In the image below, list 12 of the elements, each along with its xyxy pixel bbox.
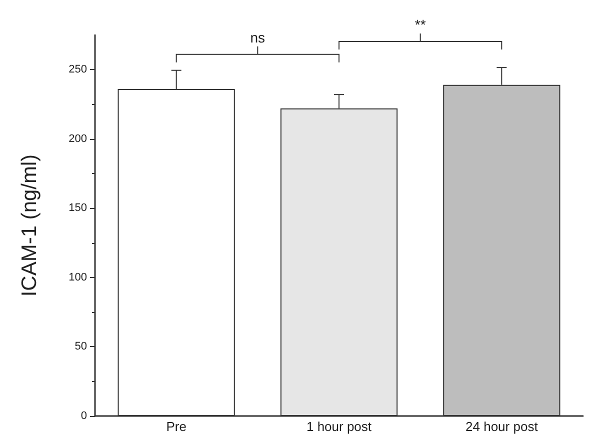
y-tick-label: 0 — [80, 410, 87, 422]
y-tick-label: 100 — [68, 271, 87, 284]
text: ** — [414, 16, 426, 33]
y-tick-label: 50 — [74, 340, 87, 353]
annotation: ns — [250, 29, 266, 46]
y-tick-label: 150 — [68, 202, 87, 214]
x-tick-label: 1 hour post — [306, 419, 372, 434]
y-tick-label: 250 — [68, 64, 87, 76]
y-tick-label: 200 — [68, 132, 87, 145]
x-tick-label: Pre — [166, 419, 186, 434]
x-tick-label: 24 hour post — [466, 419, 538, 434]
y-axis-title: ICAM-1 (ng/ml) — [18, 154, 41, 297]
